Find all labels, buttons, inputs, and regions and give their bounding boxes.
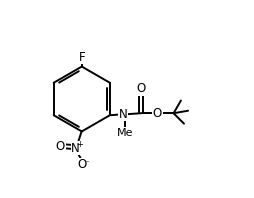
Text: N: N bbox=[119, 108, 128, 121]
Text: O: O bbox=[78, 158, 87, 171]
Text: ⁻: ⁻ bbox=[84, 160, 89, 169]
Text: +: + bbox=[76, 140, 83, 149]
Text: F: F bbox=[78, 51, 85, 64]
Text: Me: Me bbox=[117, 128, 133, 138]
Text: O: O bbox=[137, 82, 146, 95]
Text: O: O bbox=[153, 107, 162, 120]
Text: O: O bbox=[56, 140, 65, 153]
Text: N: N bbox=[71, 142, 80, 155]
